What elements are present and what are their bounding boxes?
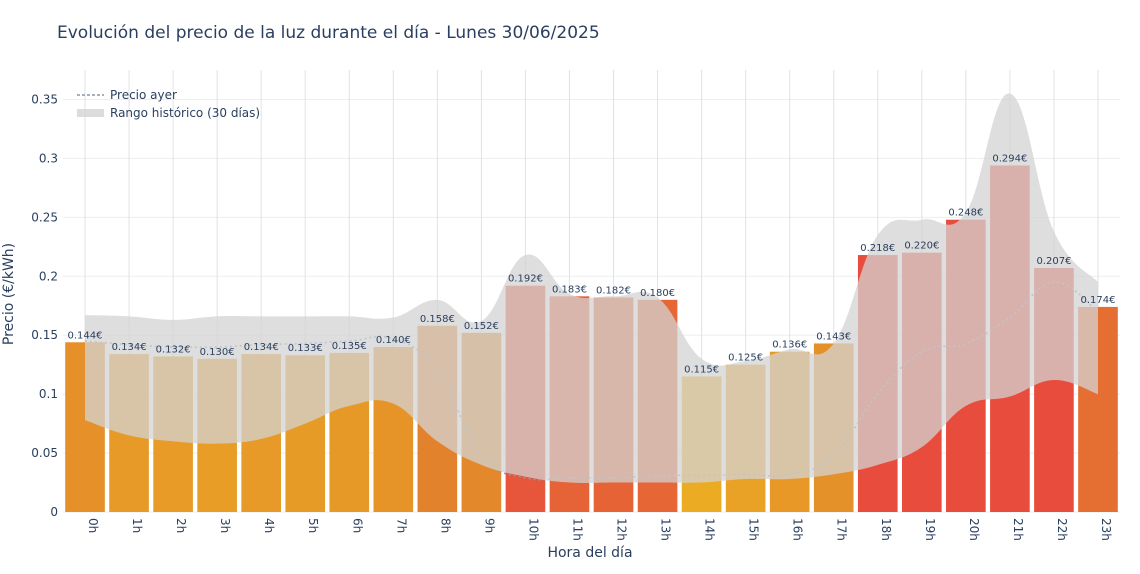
- y-tick-label: 0.25: [31, 210, 58, 224]
- bar-value-label: 0.140€: [376, 335, 411, 346]
- x-tick-label: 1h: [130, 518, 144, 533]
- x-tick-label: 6h: [350, 518, 364, 533]
- x-tick-label: 11h: [570, 518, 584, 541]
- bar-value-label: 0.192€: [508, 274, 543, 285]
- y-tick-label: 0.3: [39, 151, 58, 165]
- bar-value-label: 0.144€: [68, 330, 103, 341]
- y-tick-label: 0.15: [31, 328, 58, 342]
- bar-value-label: 0.115€: [684, 364, 719, 375]
- bar-value-label: 0.134€: [244, 342, 279, 353]
- x-tick-label: 14h: [703, 518, 717, 541]
- bar-value-label: 0.143€: [816, 331, 851, 342]
- bar-value-label: 0.133€: [288, 343, 323, 354]
- y-tick-label: 0: [50, 505, 58, 519]
- y-tick-label: 0.2: [39, 269, 58, 283]
- bar-value-label: 0.207€: [1036, 256, 1071, 267]
- x-tick-label: 8h: [438, 518, 452, 533]
- x-axis-title: Hora del día: [547, 545, 632, 561]
- bar-value-label: 0.174€: [1080, 295, 1115, 306]
- x-tick-label: 3h: [218, 518, 232, 533]
- bar-value-label: 0.183€: [552, 284, 587, 295]
- x-tick-label: 5h: [306, 518, 320, 533]
- x-tick-label: 16h: [791, 518, 805, 541]
- bar-value-label: 0.218€: [860, 243, 895, 254]
- x-tick-label: 9h: [482, 518, 496, 533]
- chart-title: Evolución del precio de la luz durante e…: [57, 23, 600, 43]
- y-tick-label: 0.05: [31, 446, 58, 460]
- bar-value-labels: 0.144€ 0.134€ 0.132€ 0.130€ 0.134€ 0.133€ 0.13…: [68, 153, 1116, 375]
- bar-value-label: 0.132€: [156, 344, 191, 355]
- historical-range-band-layer: [85, 93, 1098, 484]
- y-tick-label: 0.1: [39, 387, 58, 401]
- x-tick-label: 22h: [1055, 518, 1069, 541]
- legend-range-label: Rango histórico (30 días): [110, 106, 260, 120]
- x-tick-label: 19h: [923, 518, 937, 541]
- x-tick-label: 13h: [659, 518, 673, 541]
- y-axis-ticks: 0 0.05 0.1 0.15 0.2 0.25 0.3 0.35: [31, 92, 58, 519]
- bar-value-label: 0.130€: [200, 347, 235, 358]
- x-tick-label: 2h: [174, 518, 188, 533]
- x-tick-label: 23h: [1099, 518, 1113, 541]
- x-tick-label: 20h: [967, 518, 981, 541]
- legend-yesterday-label: Precio ayer: [110, 88, 177, 102]
- bar-value-label: 0.125€: [728, 353, 763, 364]
- x-tick-label: 17h: [835, 518, 849, 541]
- bar-value-label: 0.158€: [420, 314, 455, 325]
- y-tick-label: 0.35: [31, 92, 58, 106]
- bar-value-label: 0.152€: [464, 321, 499, 332]
- y-axis-title: Precio (€/kWh): [1, 243, 17, 345]
- historical-range-band: [85, 93, 1098, 484]
- bar-value-label: 0.180€: [640, 288, 675, 299]
- bar-value-label: 0.248€: [948, 208, 983, 219]
- x-tick-label: 15h: [747, 518, 761, 541]
- bar-value-label: 0.220€: [904, 241, 939, 252]
- x-tick-label: 10h: [526, 518, 540, 541]
- x-tick-label: 21h: [1011, 518, 1025, 541]
- bar-value-label: 0.294€: [992, 153, 1027, 164]
- x-tick-label: 18h: [879, 518, 893, 541]
- x-tick-label: 12h: [615, 518, 629, 541]
- x-tick-label: 0h: [86, 518, 100, 533]
- legend-range-swatch: [77, 109, 104, 117]
- legend: Precio ayer Rango histórico (30 días): [77, 88, 260, 120]
- bar-value-label: 0.182€: [596, 285, 631, 296]
- bar-value-label: 0.136€: [772, 340, 807, 351]
- bar-value-label: 0.135€: [332, 341, 367, 352]
- x-axis-ticks: 0h 1h 2h 3h 4h 5h 6h 7h 8h 9h 10h 11h 12h 13h 14h 15h 16…: [86, 518, 1113, 541]
- bar-value-label: 0.134€: [112, 342, 147, 353]
- x-tick-label: 4h: [262, 518, 276, 533]
- x-tick-label: 7h: [394, 518, 408, 533]
